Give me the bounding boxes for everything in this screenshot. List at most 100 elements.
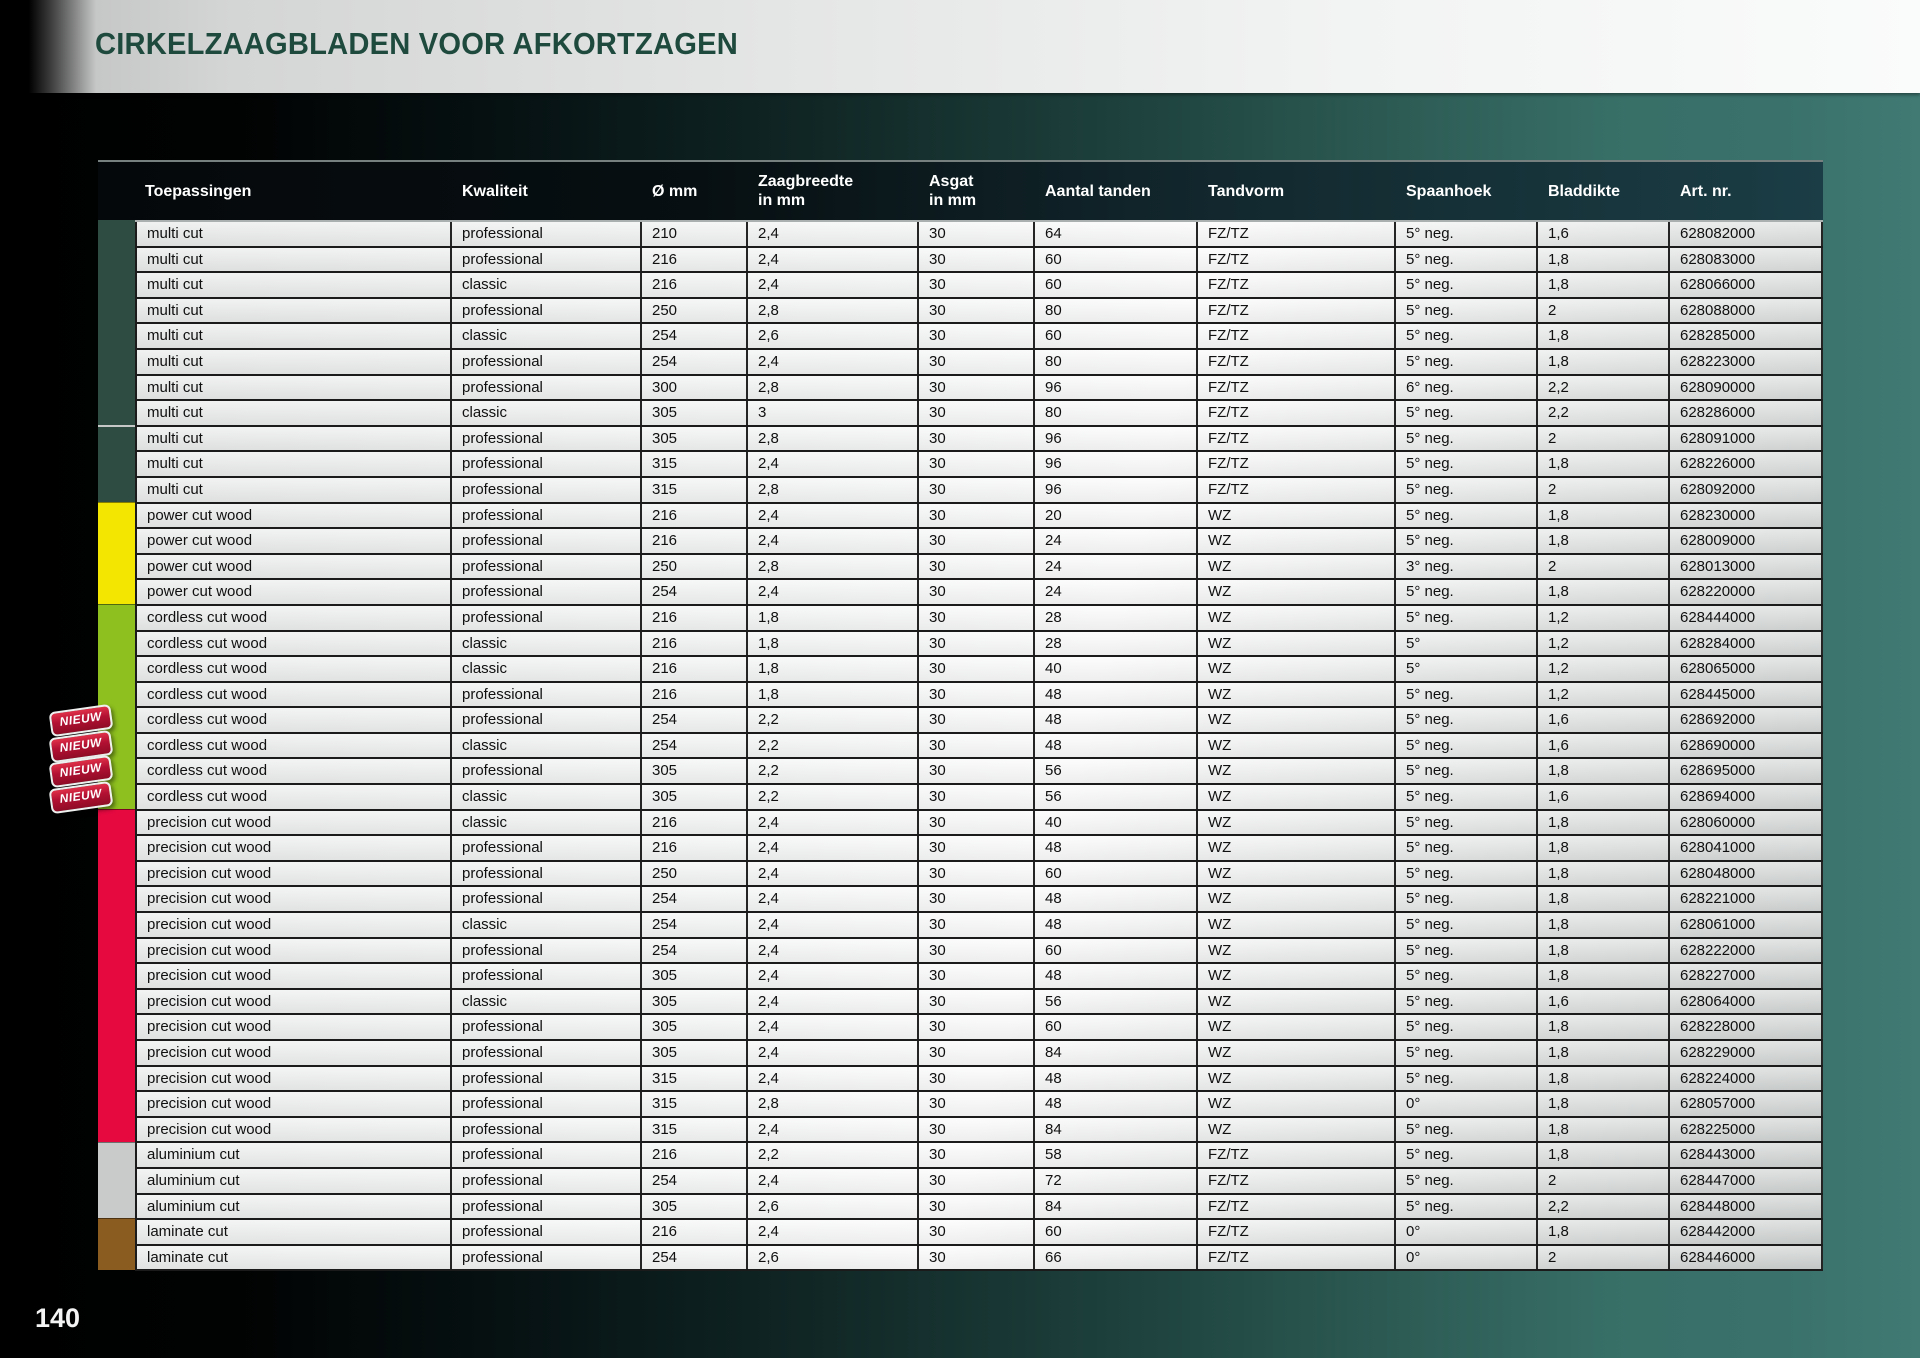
cell-bladdikte: 1,6	[1538, 785, 1670, 809]
cell-zaagbreedte: 2,8	[748, 554, 919, 579]
header-strip-spacer	[98, 162, 135, 220]
cell-toepassingen: multi cut	[135, 426, 452, 451]
cell-kwaliteit: classic	[452, 989, 642, 1014]
cell-diameter-mm: 305	[642, 1015, 748, 1039]
cell-spaanhoek: 5° neg.	[1396, 861, 1538, 886]
cell-bladdikte: 1,8	[1538, 810, 1670, 835]
cell-bladdikte: 2	[1538, 426, 1670, 451]
cell-aantal-tanden: 56	[1035, 759, 1198, 784]
cell-aantal-tanden: 28	[1035, 605, 1198, 630]
cell-asgat: 30	[919, 913, 1035, 937]
cell-zaagbreedte: 2,6	[748, 324, 919, 348]
cell-asgat: 30	[919, 247, 1035, 272]
cell-artnr: 628448000	[1670, 1194, 1823, 1219]
cell-aantal-tanden: 84	[1035, 1041, 1198, 1065]
cell-zaagbreedte: 2,4	[748, 580, 919, 604]
cell-toepassingen: multi cut	[135, 349, 452, 374]
table-row: multi cut professional 210 2,4 30 64 FZ/TZ 5° n…	[135, 222, 1823, 248]
cell-toepassingen: precision cut wood	[135, 1117, 452, 1142]
cell-asgat: 30	[919, 1015, 1035, 1039]
cell-tandvorm: WZ	[1198, 1117, 1396, 1142]
cell-toepassingen: multi cut	[135, 222, 452, 246]
table-row: laminate cut professional 216 2,4 30 60 FZ/TZ 0…	[135, 1220, 1823, 1246]
table-row: power cut wood professional 216 2,4 30 20 WZ 5°…	[135, 503, 1823, 530]
cell-bladdikte: 2	[1538, 477, 1670, 502]
cell-toepassingen: multi cut	[135, 247, 452, 272]
cell-tandvorm: WZ	[1198, 785, 1396, 809]
cell-spaanhoek: 5° neg.	[1396, 1143, 1538, 1167]
cell-aantal-tanden: 20	[1035, 503, 1198, 528]
cell-aantal-tanden: 96	[1035, 426, 1198, 451]
cell-asgat: 30	[919, 759, 1035, 784]
cell-toepassingen: precision cut wood	[135, 861, 452, 886]
cell-bladdikte: 2	[1538, 1245, 1670, 1270]
cell-artnr: 628092000	[1670, 477, 1823, 502]
cell-asgat: 30	[919, 554, 1035, 579]
table-row: multi cut classic 254 2,6 30 60 FZ/TZ 5° neg. 1,…	[135, 324, 1823, 350]
cell-artnr: 628226000	[1670, 452, 1823, 476]
cell-bladdikte: 1,6	[1538, 708, 1670, 732]
cell-spaanhoek: 0°	[1396, 1220, 1538, 1244]
cell-toepassingen: multi cut	[135, 375, 452, 400]
cell-artnr: 628088000	[1670, 298, 1823, 323]
table-row: cordless cut wood classic 254 2,2 30 48 WZ 5° n…	[135, 733, 1823, 760]
cell-tandvorm: WZ	[1198, 1092, 1396, 1116]
cell-asgat: 30	[919, 1220, 1035, 1244]
cell-aantal-tanden: 60	[1035, 247, 1198, 272]
column-header-bladdikte: Bladdikte	[1548, 182, 1621, 200]
cell-kwaliteit: professional	[452, 964, 642, 988]
cell-zaagbreedte: 2,4	[748, 1168, 919, 1193]
cell-kwaliteit: professional	[452, 759, 642, 784]
cell-asgat: 30	[919, 605, 1035, 630]
cell-spaanhoek: 5° neg.	[1396, 682, 1538, 707]
cell-zaagbreedte: 2,8	[748, 298, 919, 323]
cell-bladdikte: 1,8	[1538, 1066, 1670, 1091]
cell-toepassingen: power cut wood	[135, 580, 452, 604]
cell-bladdikte: 1,6	[1538, 733, 1670, 758]
cell-aantal-tanden: 48	[1035, 733, 1198, 758]
cell-artnr: 628690000	[1670, 733, 1823, 758]
table-row: precision cut wood professional 305 2,4 30 48…	[135, 964, 1823, 990]
cell-artnr: 628091000	[1670, 426, 1823, 451]
cell-diameter-mm: 305	[642, 964, 748, 988]
table-row: multi cut professional 300 2,8 30 96 FZ/TZ 6° n…	[135, 375, 1823, 402]
cell-aantal-tanden: 80	[1035, 401, 1198, 425]
cell-zaagbreedte: 1,8	[748, 631, 919, 656]
cell-aantal-tanden: 24	[1035, 554, 1198, 579]
cell-aantal-tanden: 66	[1035, 1245, 1198, 1270]
cell-aantal-tanden: 28	[1035, 631, 1198, 656]
cell-aantal-tanden: 60	[1035, 938, 1198, 963]
cell-diameter-mm: 216	[642, 247, 748, 272]
cell-diameter-mm: 216	[642, 1220, 748, 1244]
cell-bladdikte: 1,8	[1538, 887, 1670, 912]
cell-toepassingen: laminate cut	[135, 1220, 452, 1244]
cell-spaanhoek: 5°	[1396, 657, 1538, 681]
cell-bladdikte: 1,8	[1538, 964, 1670, 988]
cell-tandvorm: WZ	[1198, 1066, 1396, 1091]
column-header-kwaliteit: Kwaliteit	[462, 182, 528, 200]
cell-tandvorm: FZ/TZ	[1198, 452, 1396, 476]
cell-toepassingen: precision cut wood	[135, 964, 452, 988]
cell-asgat: 30	[919, 938, 1035, 963]
cell-zaagbreedte: 3	[748, 401, 919, 425]
cell-spaanhoek: 5° neg.	[1396, 605, 1538, 630]
cell-tandvorm: WZ	[1198, 759, 1396, 784]
cell-toepassingen: multi cut	[135, 273, 452, 297]
cell-tandvorm: WZ	[1198, 708, 1396, 732]
cell-artnr: 628060000	[1670, 810, 1823, 835]
cell-kwaliteit: professional	[452, 580, 642, 604]
cell-artnr: 628228000	[1670, 1015, 1823, 1039]
table-row: aluminium cut professional 305 2,6 30 84 FZ/TZ…	[135, 1194, 1823, 1221]
cell-toepassingen: laminate cut	[135, 1245, 452, 1270]
cell-asgat: 30	[919, 580, 1035, 604]
cell-spaanhoek: 0°	[1396, 1092, 1538, 1116]
cell-diameter-mm: 216	[642, 657, 748, 681]
cell-kwaliteit: professional	[452, 1194, 642, 1219]
table-row: aluminium cut professional 254 2,4 30 72 FZ/TZ…	[135, 1168, 1823, 1195]
cell-zaagbreedte: 2,4	[748, 989, 919, 1014]
cell-spaanhoek: 5° neg.	[1396, 1066, 1538, 1091]
category-strip-power-cut-wood	[98, 501, 135, 604]
cell-zaagbreedte: 2,2	[748, 785, 919, 809]
cell-zaagbreedte: 2,4	[748, 913, 919, 937]
column-header-tandvorm: Tandvorm	[1208, 182, 1285, 200]
